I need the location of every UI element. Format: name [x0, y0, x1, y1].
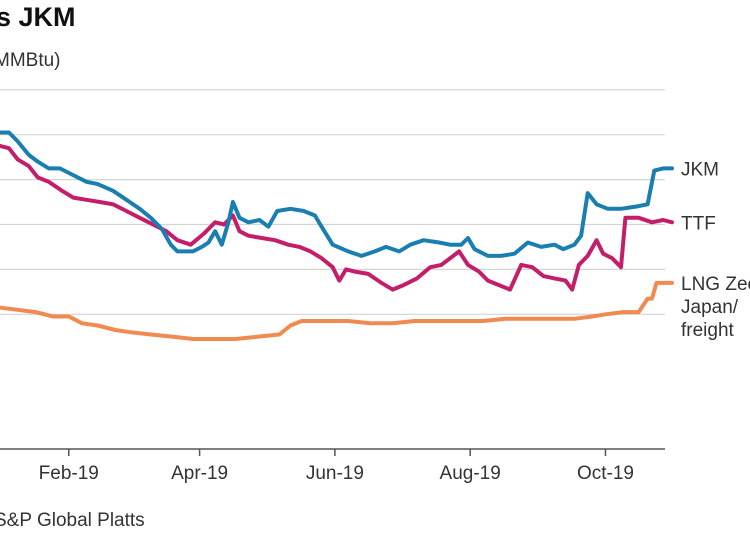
- x-axis-ticks: Feb-19 Apr-19 Jun-19 Aug-19 Oct-19: [39, 449, 634, 484]
- x-tick-label: Aug-19: [440, 463, 501, 484]
- series-line-jkm: [0, 130, 674, 258]
- legend: JKM TTF LNG ZeeJapan/freight: [681, 159, 750, 340]
- series-lines: [0, 130, 674, 341]
- x-tick-label: Apr-19: [171, 463, 228, 484]
- x-tick-label: Feb-19: [39, 463, 99, 484]
- legend-label: LNG Zee: [681, 274, 750, 295]
- series-line-ttf: [0, 143, 674, 292]
- x-tick-label: Oct-19: [577, 463, 634, 484]
- series-line-lng-freight: [0, 280, 674, 341]
- legend-label: freight: [681, 320, 735, 341]
- chart-source: S&P Global Platts: [0, 510, 145, 531]
- legend-label: JKM: [681, 159, 719, 180]
- legend-label: Japan/: [681, 297, 739, 318]
- legend-label: TTF: [681, 213, 716, 234]
- y-axis-unit-label: MMBtu): [0, 50, 61, 71]
- x-tick-label: Jun-19: [306, 463, 364, 484]
- chart-title: s JKM: [0, 2, 76, 32]
